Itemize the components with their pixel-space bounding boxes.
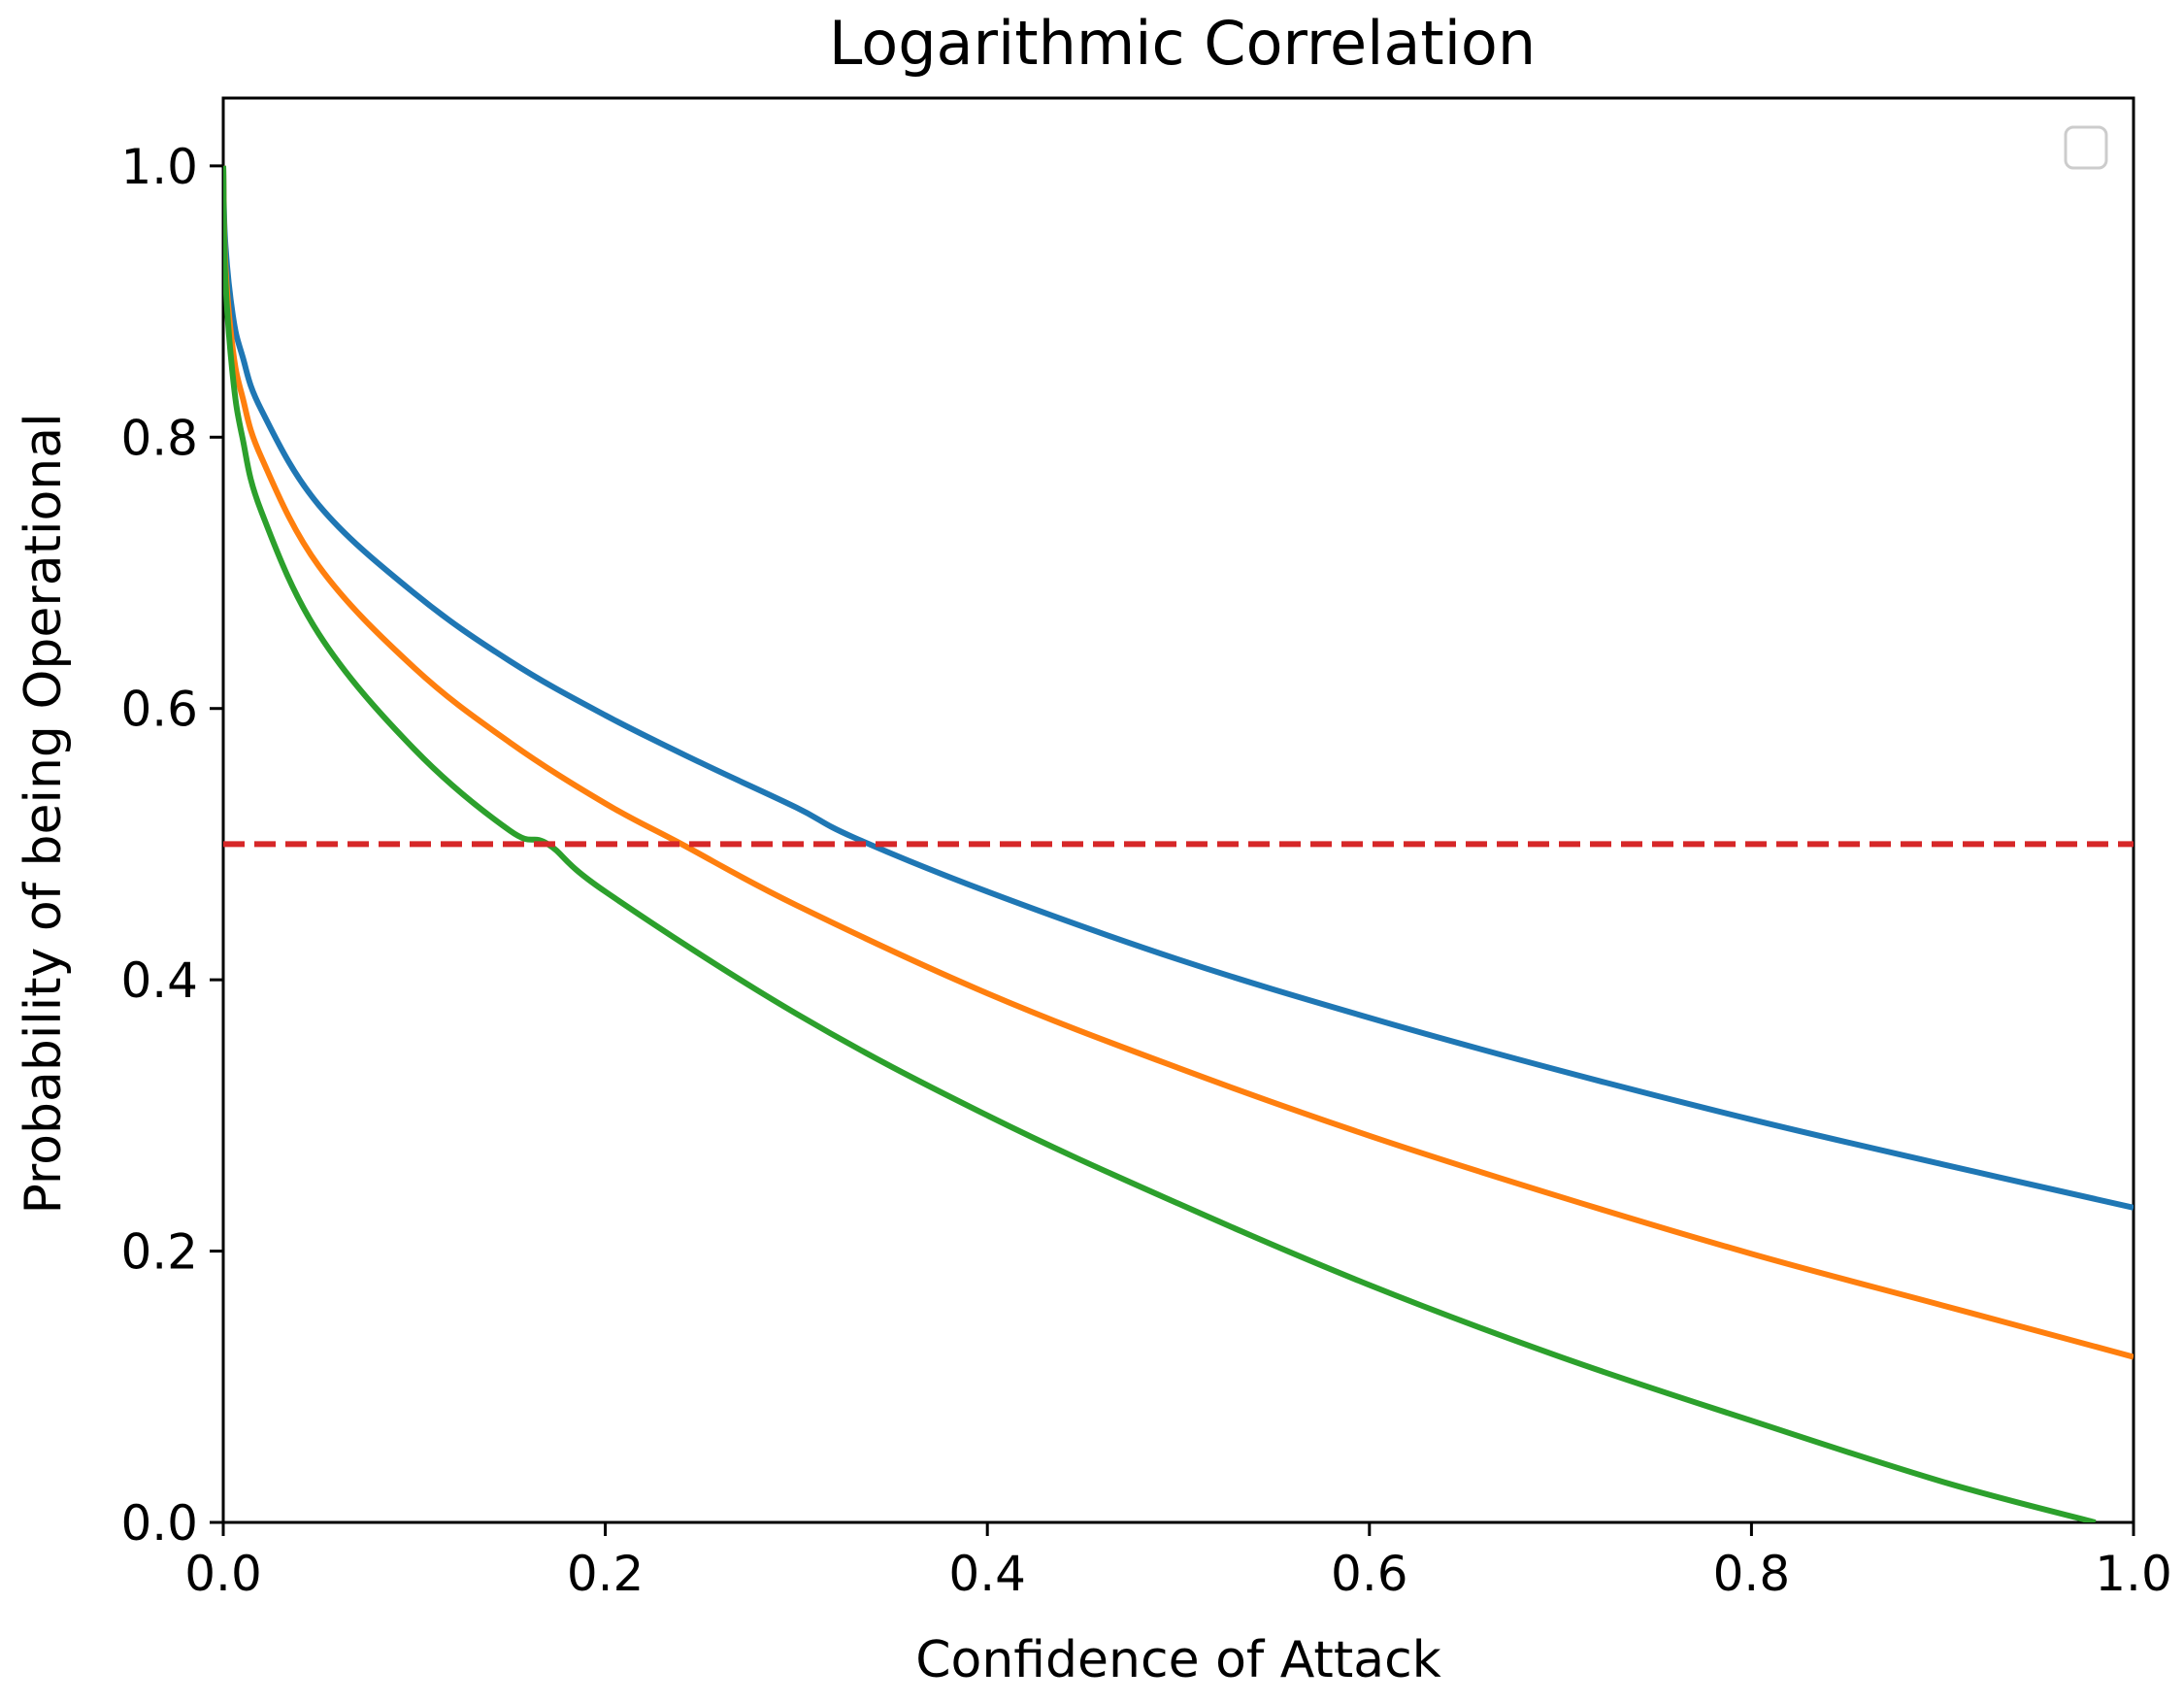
chart-marks: 0.0 0.2 0.4 0.6 0.8 1.0 0.0 0.2 0.4 0.6 0.8 1.0	[120, 139, 2171, 1602]
x-axis-title: Confidence of Attack	[915, 1631, 1441, 1689]
y-tick-label: 0.2	[120, 1224, 198, 1281]
x-tick-label: 0.4	[948, 1546, 1026, 1602]
y-tick-label: 0.8	[120, 410, 198, 466]
x-tick-label: 0.6	[1331, 1546, 1408, 1602]
y-tick-label: 0.4	[120, 952, 198, 1009]
y-tick-label: 0.0	[120, 1495, 198, 1552]
y-tick-label: 0.6	[120, 682, 198, 738]
x-tick-label: 0.8	[1713, 1546, 1791, 1602]
legend-box	[2064, 125, 2108, 170]
chart-title: Logarithmic Correlation	[829, 8, 1536, 79]
series-line-orange	[223, 165, 2134, 1360]
x-tick-label: 1.0	[2095, 1546, 2172, 1602]
y-axis-title: Probability of being Operational	[15, 413, 73, 1214]
plot-area-frame	[221, 96, 2135, 1524]
x-tick-label: 0.0	[184, 1546, 262, 1602]
x-tick-label: 0.2	[567, 1546, 645, 1602]
series-line-green	[223, 165, 2097, 1522]
series-line-blue	[223, 165, 2134, 1211]
y-tick-label: 1.0	[120, 139, 198, 195]
